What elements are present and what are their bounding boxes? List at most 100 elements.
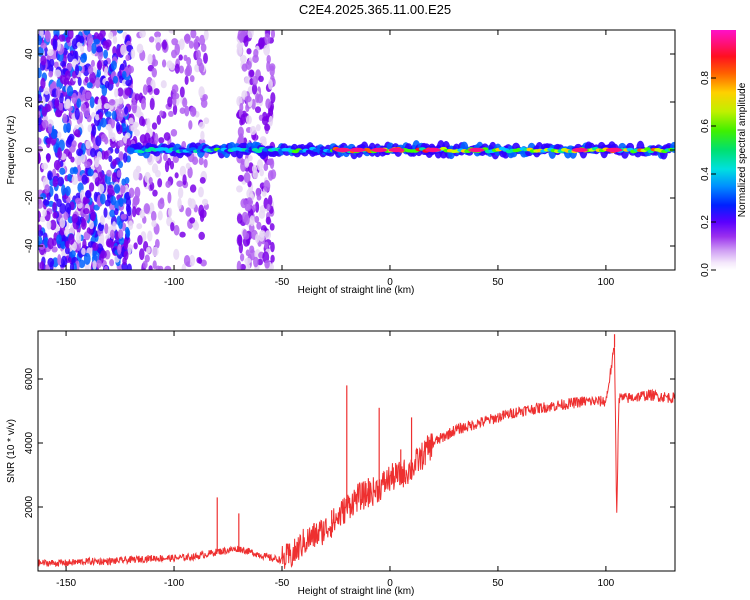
noise-speckle: [111, 196, 117, 206]
noise-speckle: [240, 114, 245, 125]
noise-speckle: [112, 159, 117, 167]
noise-speckle: [84, 161, 91, 168]
noise-speckle: [179, 232, 185, 238]
noise-speckle: [133, 242, 137, 249]
noise-speckle: [180, 87, 185, 98]
noise-speckle: [188, 120, 192, 130]
noise-speckle: [264, 260, 270, 269]
noise-speckle: [176, 181, 183, 187]
noise-speckle: [38, 230, 43, 236]
noise-speckle: [171, 38, 178, 45]
noise-speckle: [182, 264, 187, 274]
noise-speckle: [266, 217, 271, 225]
noise-speckle: [158, 210, 163, 220]
noise-speckle: [49, 59, 54, 67]
noise-speckle: [189, 198, 196, 209]
noise-speckle: [40, 43, 47, 49]
noise-speckle: [238, 29, 244, 41]
noise-speckle: [103, 208, 107, 218]
noise-speckle: [117, 113, 123, 122]
noise-speckle: [256, 124, 261, 131]
noise-speckle: [125, 227, 129, 235]
spectrogram-y-label: Frequency (Hz): [6, 116, 17, 185]
noise-speckle: [73, 167, 78, 174]
noise-speckle: [182, 174, 186, 185]
noise-speckle: [245, 60, 251, 70]
noise-speckle: [121, 214, 127, 220]
noise-speckle: [83, 208, 90, 214]
noise-speckle: [265, 98, 270, 109]
noise-speckle: [85, 91, 91, 99]
noise-speckle: [81, 217, 86, 226]
noise-speckle: [136, 107, 141, 118]
noise-speckle: [92, 125, 97, 137]
noise-speckle: [267, 159, 274, 165]
noise-speckle: [85, 140, 91, 149]
noise-speckle: [72, 175, 79, 185]
spectrogram-ytick-label: -40: [24, 238, 35, 253]
noise-speckle: [88, 169, 94, 176]
noise-speckle: [91, 43, 96, 54]
snr-plot-area: [38, 331, 675, 571]
noise-speckle: [149, 265, 153, 272]
noise-speckle: [104, 103, 110, 109]
spectrogram-ytick-label: 20: [24, 96, 35, 108]
noise-speckle: [65, 186, 71, 196]
noise-speckle: [185, 76, 189, 85]
noise-speckle: [118, 140, 124, 147]
noise-speckle: [152, 190, 157, 197]
noise-speckle: [258, 76, 264, 82]
noise-speckle: [35, 137, 41, 144]
noise-speckle: [172, 93, 179, 100]
noise-speckle: [92, 242, 98, 251]
noise-speckle: [186, 163, 191, 169]
noise-speckle: [42, 107, 48, 117]
spectrogram-x-label: Height of straight line (km): [298, 285, 415, 296]
noise-speckle: [178, 187, 183, 198]
noise-speckle: [56, 86, 61, 98]
noise-speckle: [56, 234, 62, 244]
noise-speckle: [255, 234, 259, 243]
noise-speckle: [203, 159, 207, 168]
noise-speckle: [172, 84, 179, 93]
noise-speckle: [88, 66, 93, 75]
noise-speckle: [47, 170, 53, 180]
noise-speckle: [87, 115, 92, 123]
noise-speckle: [246, 249, 250, 256]
noise-speckle: [202, 199, 208, 206]
noise-speckle: [257, 159, 263, 171]
noise-speckle: [244, 172, 251, 183]
noise-speckle: [240, 55, 247, 63]
noise-speckle: [249, 70, 254, 78]
noise-speckle: [198, 187, 204, 198]
noise-speckle: [54, 193, 59, 201]
noise-speckle: [201, 99, 208, 108]
noise-speckle: [162, 39, 167, 49]
noise-speckle: [177, 198, 181, 210]
noise-speckle: [80, 46, 84, 53]
noise-speckle: [105, 81, 110, 89]
noise-speckle: [237, 213, 243, 223]
noise-speckle: [76, 232, 81, 244]
snr-panel: -150 -100 -50 0 50 100200040006000 Height of …: [6, 331, 675, 597]
snr-xtick-label: -50: [275, 578, 290, 589]
noise-speckle: [85, 76, 89, 83]
noise-speckle: [47, 238, 54, 250]
noise-speckle: [131, 102, 137, 111]
noise-speckle: [263, 45, 270, 56]
noise-speckle: [246, 115, 252, 124]
noise-speckle: [182, 98, 187, 108]
noise-speckle: [48, 124, 52, 134]
noise-speckle: [256, 188, 261, 197]
noise-speckle: [120, 45, 126, 56]
noise-speckle: [137, 235, 142, 245]
snr-xtick-label: 100: [598, 578, 615, 589]
spectrogram-ytick-label: 40: [24, 48, 35, 60]
noise-speckle: [192, 108, 196, 116]
noise-speckle: [132, 206, 136, 217]
noise-speckle: [88, 124, 92, 132]
noise-speckle: [66, 123, 71, 133]
noise-speckle: [57, 132, 61, 139]
noise-speckle: [54, 97, 59, 109]
noise-speckle: [244, 158, 249, 168]
